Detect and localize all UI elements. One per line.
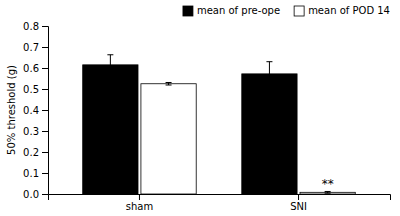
error-bar-cap <box>266 61 272 62</box>
y-tick-mark <box>42 110 48 111</box>
error-bar-cap <box>166 85 172 86</box>
legend-swatch <box>294 6 304 16</box>
y-tick: 0.8 <box>23 21 48 32</box>
x-axis-line <box>49 195 391 201</box>
x-tick-mark <box>298 194 299 200</box>
error-bar <box>107 55 113 75</box>
legend: mean of pre-ope mean of POD 14 <box>183 5 390 16</box>
bar <box>141 84 196 194</box>
y-tick-label: 0.0 <box>23 189 39 200</box>
y-tick: 0.6 <box>23 63 48 74</box>
y-axis: 0.0 0.1 0.2 0.3 0.4 0.5 0.6 0.7 0.8 <box>23 21 48 200</box>
y-tick-mark <box>42 68 48 69</box>
annotation: ** <box>322 177 334 191</box>
y-axis-line <box>42 27 49 195</box>
plot-area: 0.0 0.1 0.2 0.3 0.4 0.5 0.6 0.7 0.8 sham SNI ** <box>23 21 390 212</box>
y-tick-label: 0.1 <box>23 168 39 179</box>
y-tick: 0.7 <box>23 42 48 53</box>
y-tick-label: 0.2 <box>23 147 39 158</box>
y-tick-mark <box>42 152 48 153</box>
y-tick-label: 0.6 <box>23 63 39 74</box>
bar <box>242 74 297 194</box>
y-tick-mark <box>42 47 48 48</box>
bar-series <box>141 82 355 194</box>
bar <box>300 192 355 194</box>
y-tick-label: 0.5 <box>23 84 39 95</box>
legend-item: mean of pre-ope <box>183 5 280 16</box>
y-tick-label: 0.3 <box>23 126 39 137</box>
error-bar-line <box>110 55 111 75</box>
legend-swatch <box>183 6 193 16</box>
y-tick: 0.5 <box>23 84 48 95</box>
error-bar <box>266 62 272 86</box>
y-tick-label: 0.4 <box>23 105 39 116</box>
legend-label: mean of POD 14 <box>308 5 390 16</box>
y-tick-mark <box>42 26 48 27</box>
y-tick: 0.4 <box>23 105 48 116</box>
x-tick: SNI <box>290 194 307 212</box>
y-tick: 0.3 <box>23 126 48 137</box>
error-bar-cap <box>166 82 172 83</box>
legend-label: mean of pre-ope <box>197 5 280 16</box>
y-tick-mark <box>42 89 48 90</box>
error-bar-cap <box>325 193 331 194</box>
y-axis-title: 50% threshold (g) <box>6 65 17 155</box>
error-bar <box>166 82 172 85</box>
y-tick-label: 0.7 <box>23 42 39 53</box>
bar <box>83 65 138 194</box>
x-axis: sham SNI <box>49 194 391 212</box>
x-tick-label: sham <box>126 201 153 212</box>
legend-item: mean of POD 14 <box>294 5 390 16</box>
y-tick-label: 0.8 <box>23 21 39 32</box>
error-bar-cap <box>107 54 113 55</box>
error-bar-cap <box>107 74 113 75</box>
x-tick-mark <box>139 194 140 200</box>
y-tick: 0.0 <box>23 189 48 200</box>
y-tick: 0.2 <box>23 147 48 158</box>
y-tick-mark <box>42 131 48 132</box>
y-tick: 0.1 <box>23 168 48 179</box>
bar-series <box>83 55 297 194</box>
error-bar-line <box>269 62 270 86</box>
y-tick-mark <box>42 194 48 195</box>
error-bar <box>325 191 331 193</box>
chart: 0.0 0.1 0.2 0.3 0.4 0.5 0.6 0.7 0.8 sham SNI ** 50% … <box>0 0 400 216</box>
error-bar-cap <box>266 86 272 87</box>
x-tick: sham <box>126 194 153 212</box>
bars <box>83 55 356 194</box>
x-tick-label: SNI <box>290 201 307 212</box>
y-tick-mark <box>42 173 48 174</box>
